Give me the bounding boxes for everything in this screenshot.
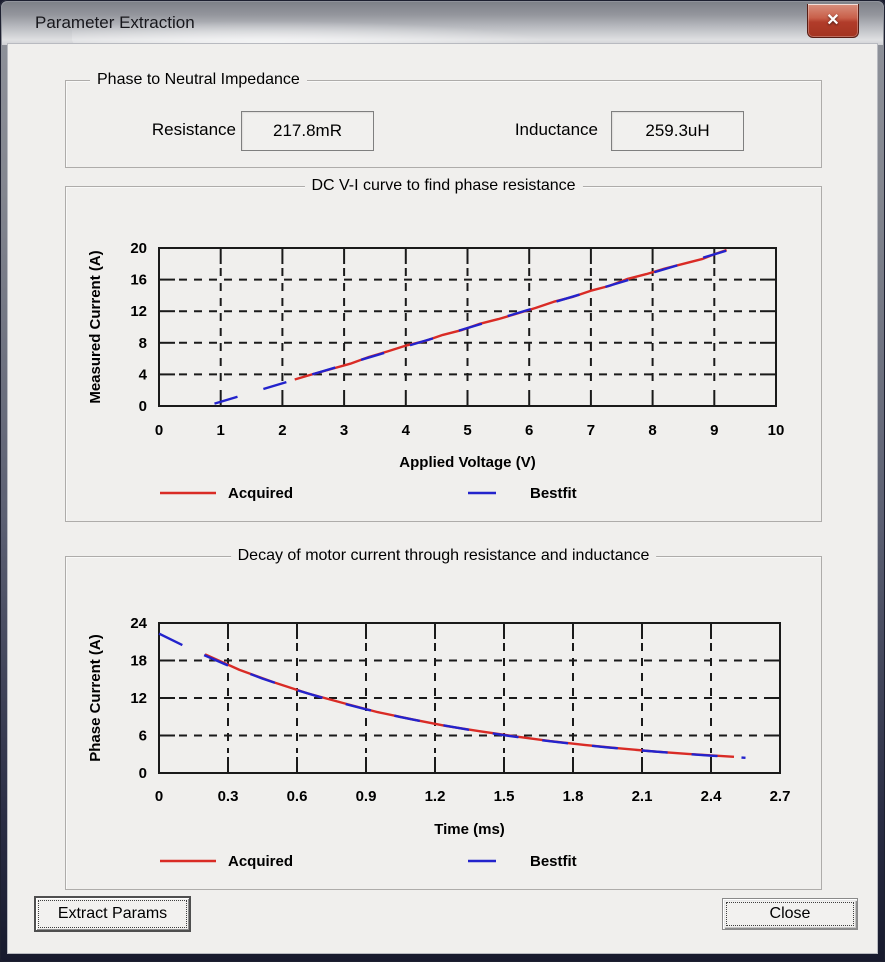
svg-text:0: 0 — [155, 422, 163, 439]
svg-text:0.6: 0.6 — [287, 788, 308, 805]
decay-chart: 0 0.3 0.6 0.9 1.2 1.5 1.8 2.1 2.4 2.7 0 6 12 18 24 Time… — [87, 615, 791, 870]
legend-acquired-label: Acquired — [228, 853, 293, 870]
svg-text:2.4: 2.4 — [701, 788, 723, 805]
vi-curve-group-title: DC V-I curve to find phase resistance — [304, 176, 583, 196]
extract-params-label: Extract Params — [57, 905, 168, 922]
svg-text:9: 9 — [710, 422, 718, 439]
svg-text:7: 7 — [587, 422, 595, 439]
svg-text:Phase Current (A): Phase Current (A) — [87, 634, 104, 762]
inductance-value-field: 259.3uH — [611, 111, 744, 151]
svg-text:6: 6 — [525, 422, 533, 439]
extract-params-focus-rect: Extract Params — [38, 900, 187, 928]
decay-group-title: Decay of motor current through resistanc… — [230, 546, 657, 566]
svg-text:12: 12 — [130, 690, 147, 707]
svg-text:8: 8 — [648, 422, 656, 439]
svg-text:0: 0 — [139, 765, 147, 782]
svg-text:1: 1 — [217, 422, 225, 439]
svg-text:24: 24 — [130, 615, 147, 632]
svg-text:Measured Current (A): Measured Current (A) — [87, 250, 104, 403]
svg-text:1.8: 1.8 — [563, 788, 584, 805]
impedance-groupbox: Phase to Neutral Impedance Resistance 21… — [65, 70, 822, 168]
inductance-label: Inductance — [514, 120, 598, 139]
svg-text:Time (ms): Time (ms) — [434, 821, 505, 838]
svg-text:2.7: 2.7 — [770, 788, 791, 805]
extract-params-button[interactable]: Extract Params — [34, 896, 191, 932]
svg-text:1.2: 1.2 — [425, 788, 446, 805]
svg-text:Applied Voltage (V): Applied Voltage (V) — [399, 454, 535, 471]
svg-text:4: 4 — [402, 422, 411, 439]
svg-text:6: 6 — [139, 728, 147, 745]
impedance-group-title: Phase to Neutral Impedance — [90, 70, 307, 90]
decay-groupbox: Decay of motor current through resistanc… — [65, 546, 822, 890]
close-icon: ✕ — [826, 11, 840, 29]
svg-text:5: 5 — [463, 422, 471, 439]
titlebar[interactable]: Parameter Extraction — [2, 2, 883, 45]
dialog-client-area: Phase to Neutral Impedance Resistance 21… — [8, 44, 877, 953]
close-window-button[interactable]: ✕ — [807, 4, 859, 38]
svg-text:12: 12 — [130, 303, 147, 320]
close-label: Close — [769, 905, 811, 922]
close-focus-rect: Close — [726, 902, 854, 926]
svg-text:3: 3 — [340, 422, 348, 439]
vi-curve-groupbox: DC V-I curve to find phase resistance 0 1… — [65, 176, 822, 522]
svg-text:0: 0 — [139, 398, 147, 415]
svg-text:20: 20 — [130, 240, 147, 257]
resistance-label: Resistance — [151, 120, 236, 139]
svg-text:2: 2 — [278, 422, 286, 439]
svg-text:18: 18 — [130, 653, 147, 670]
legend-acquired-label: Acquired — [228, 485, 293, 502]
close-button[interactable]: Close — [722, 898, 858, 930]
svg-text:0: 0 — [155, 788, 163, 805]
resistance-value-field: 217.8mR — [241, 111, 374, 151]
svg-text:4: 4 — [139, 366, 148, 383]
svg-text:16: 16 — [130, 272, 147, 289]
svg-text:0.3: 0.3 — [218, 788, 239, 805]
svg-text:1.5: 1.5 — [494, 788, 515, 805]
legend-bestfit-label: Bestfit — [530, 485, 577, 502]
svg-text:8: 8 — [139, 335, 147, 352]
svg-text:2.1: 2.1 — [632, 788, 653, 805]
svg-text:10: 10 — [768, 422, 785, 439]
window-title: Parameter Extraction — [35, 13, 195, 32]
legend-bestfit-label: Bestfit — [530, 853, 577, 870]
svg-text:0.9: 0.9 — [356, 788, 377, 805]
